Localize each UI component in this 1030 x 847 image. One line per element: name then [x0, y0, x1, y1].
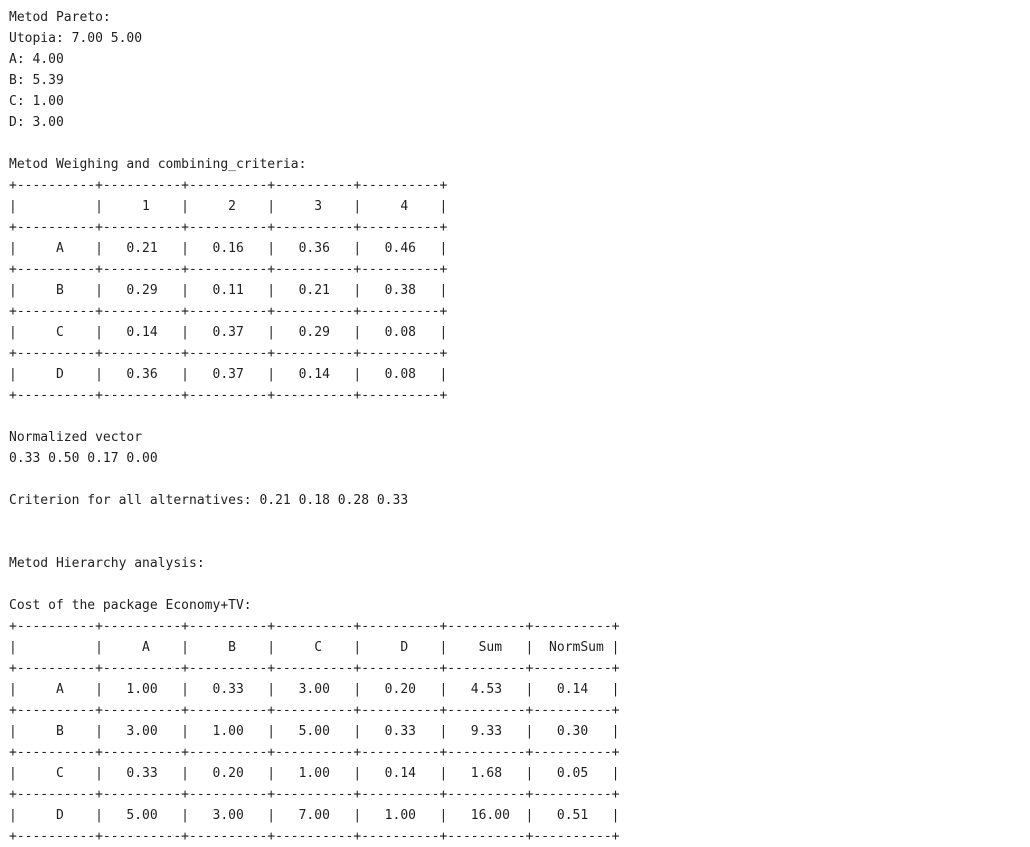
console-line: [9, 469, 1021, 490]
console-line: [9, 574, 1021, 595]
console-line: C: 1.00: [9, 94, 64, 109]
console-line: Criterion for all alternatives: 0.21 0.1…: [9, 493, 409, 508]
console-line: +----------+----------+----------+------…: [9, 661, 620, 676]
console-line: +----------+----------+----------+------…: [9, 745, 620, 760]
console-line: [9, 406, 1021, 427]
console-line: +----------+----------+----------+------…: [9, 703, 620, 718]
console-line: | D | 0.36 | 0.37 | 0.14 | 0.08 |: [9, 367, 448, 382]
console-line: Metod Pareto:: [9, 10, 111, 25]
console-line: | B | 3.00 | 1.00 | 5.00 | 0.33 | 9.33 |…: [9, 724, 620, 739]
console-line: | C | 0.14 | 0.37 | 0.29 | 0.08 |: [9, 325, 448, 340]
console-line: [9, 532, 1021, 553]
console-line: +----------+----------+----------+------…: [9, 262, 448, 277]
console-line: | A | 0.21 | 0.16 | 0.36 | 0.46 |: [9, 241, 448, 256]
console-line: +----------+----------+----------+------…: [9, 388, 448, 403]
console-line: Cost of the package Economy+TV:: [9, 598, 252, 613]
console-line: Utopia: 7.00 5.00: [9, 31, 143, 46]
console-line: +----------+----------+----------+------…: [9, 829, 620, 844]
console-line: Metod Hierarchy analysis:: [9, 556, 205, 571]
console-line: Normalized vector: [9, 430, 143, 445]
console-line: +----------+----------+----------+------…: [9, 619, 620, 634]
console-line: A: 4.00: [9, 52, 64, 67]
console-line: [9, 511, 1021, 532]
console-line: +----------+----------+----------+------…: [9, 304, 448, 319]
console-line: +----------+----------+----------+------…: [9, 787, 620, 802]
console-line: +----------+----------+----------+------…: [9, 220, 448, 235]
console-line: +----------+----------+----------+------…: [9, 178, 448, 193]
console-line: | | 1 | 2 | 3 | 4 |: [9, 199, 448, 214]
console-line: | C | 0.33 | 0.20 | 1.00 | 0.14 | 1.68 |…: [9, 766, 620, 781]
console-line: Metod Weighing and combining_criteria:: [9, 157, 307, 172]
console-line: 0.33 0.50 0.17 0.00: [9, 451, 158, 466]
console-line: | | A | B | C | D | Sum | NormSum |: [9, 640, 620, 655]
console-line: | D | 5.00 | 3.00 | 7.00 | 1.00 | 16.00 …: [9, 808, 620, 823]
console-line: [9, 133, 1021, 154]
console-line: | A | 1.00 | 0.33 | 3.00 | 0.20 | 4.53 |…: [9, 682, 620, 697]
console-line: | B | 0.29 | 0.11 | 0.21 | 0.38 |: [9, 283, 448, 298]
console-line: +----------+----------+----------+------…: [9, 346, 448, 361]
console-output: Metod Pareto: Utopia: 7.00 5.00 A: 4.00 …: [9, 7, 1021, 847]
console-line: B: 5.39: [9, 73, 64, 88]
console-line: D: 3.00: [9, 115, 64, 130]
